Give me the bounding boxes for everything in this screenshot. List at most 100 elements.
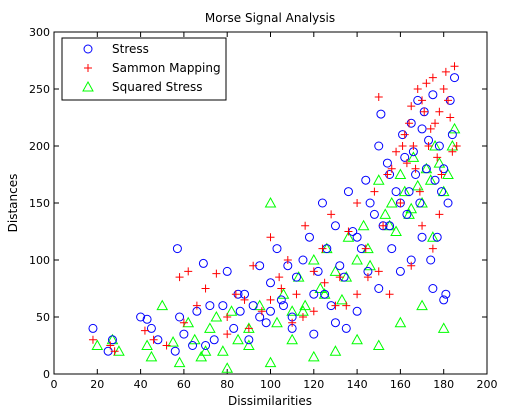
data-point <box>403 208 415 219</box>
data-point <box>353 290 362 299</box>
legend-label: Sammon Mapping <box>112 61 221 75</box>
data-point <box>217 345 229 356</box>
data-point <box>307 253 320 265</box>
data-point <box>353 199 362 207</box>
data-point <box>376 109 386 119</box>
data-point <box>394 316 407 328</box>
data-point <box>428 284 438 293</box>
data-point <box>307 350 320 362</box>
data-point <box>277 288 290 299</box>
data-point <box>309 289 319 299</box>
data-point <box>188 333 201 345</box>
data-point <box>398 142 407 150</box>
data-point <box>266 295 275 304</box>
data-point <box>205 301 215 311</box>
data-point <box>385 290 394 299</box>
data-point <box>407 102 416 111</box>
data-point <box>379 221 388 230</box>
data-point <box>204 322 216 333</box>
data-point <box>448 122 461 134</box>
legend-marker-triangle <box>82 80 94 92</box>
data-point <box>167 336 179 347</box>
data-point <box>424 174 437 185</box>
data-point <box>418 96 427 105</box>
data-point <box>266 233 275 242</box>
data-point <box>309 267 318 276</box>
data-point <box>428 244 437 253</box>
y-tick-label: 250 <box>29 83 50 96</box>
data-point <box>431 119 440 128</box>
data-point <box>107 335 117 345</box>
data-point <box>430 175 440 185</box>
data-point <box>248 301 258 311</box>
data-point <box>416 299 428 311</box>
data-point <box>446 113 455 122</box>
data-point <box>298 255 308 265</box>
data-point <box>450 73 460 83</box>
data-point <box>409 142 418 150</box>
data-point <box>450 62 459 71</box>
data-point <box>415 187 424 196</box>
data-point <box>291 272 301 282</box>
data-point <box>372 174 385 185</box>
data-point <box>201 284 210 293</box>
data-point <box>424 142 433 150</box>
data-point <box>179 318 188 327</box>
data-point <box>91 339 104 350</box>
data-point <box>255 312 265 322</box>
data-point <box>309 307 318 316</box>
data-marks <box>88 62 461 373</box>
data-point <box>309 329 319 339</box>
data-point <box>223 330 232 339</box>
data-point <box>276 295 286 305</box>
data-point <box>175 273 184 282</box>
data-point <box>304 232 314 242</box>
data-point <box>439 85 448 93</box>
data-point <box>396 199 405 207</box>
data-point <box>320 289 330 299</box>
data-point <box>405 202 418 214</box>
data-point <box>385 196 398 208</box>
x-tick-label: 40 <box>134 378 148 391</box>
data-point <box>372 339 385 350</box>
data-point <box>418 221 427 230</box>
y-tick-label: 300 <box>29 26 50 39</box>
data-point <box>361 244 370 253</box>
data-point <box>266 306 275 316</box>
data-point <box>231 290 240 299</box>
data-point <box>400 130 409 139</box>
data-point <box>210 310 223 322</box>
data-point <box>421 164 431 174</box>
data-point <box>383 170 392 179</box>
data-point <box>351 253 363 265</box>
data-point <box>374 92 383 101</box>
data-point <box>374 141 384 151</box>
data-point <box>327 210 336 219</box>
legend-label: Stress <box>112 42 149 56</box>
y-tick-label: 150 <box>29 197 50 210</box>
data-point <box>162 341 171 350</box>
data-point <box>420 107 429 116</box>
data-point <box>417 124 427 134</box>
data-point <box>416 196 428 208</box>
chart-title: Morse Signal Analysis <box>205 11 335 25</box>
x-tick-label: 140 <box>347 378 368 391</box>
x-axis-label: Dissimilarities <box>228 394 312 408</box>
data-point <box>184 267 193 276</box>
data-point <box>394 168 407 179</box>
data-point <box>331 301 340 310</box>
data-point <box>437 322 450 333</box>
data-point <box>374 267 383 276</box>
data-point <box>240 295 249 304</box>
data-point <box>292 271 305 282</box>
data-point <box>402 159 411 168</box>
y-tick-label: 200 <box>29 140 50 153</box>
data-point <box>142 314 152 324</box>
data-point <box>422 79 431 88</box>
data-point <box>201 341 211 350</box>
data-point <box>437 187 447 197</box>
data-point <box>175 312 185 322</box>
data-point <box>283 256 292 264</box>
data-point <box>317 198 327 208</box>
data-point <box>432 232 442 242</box>
